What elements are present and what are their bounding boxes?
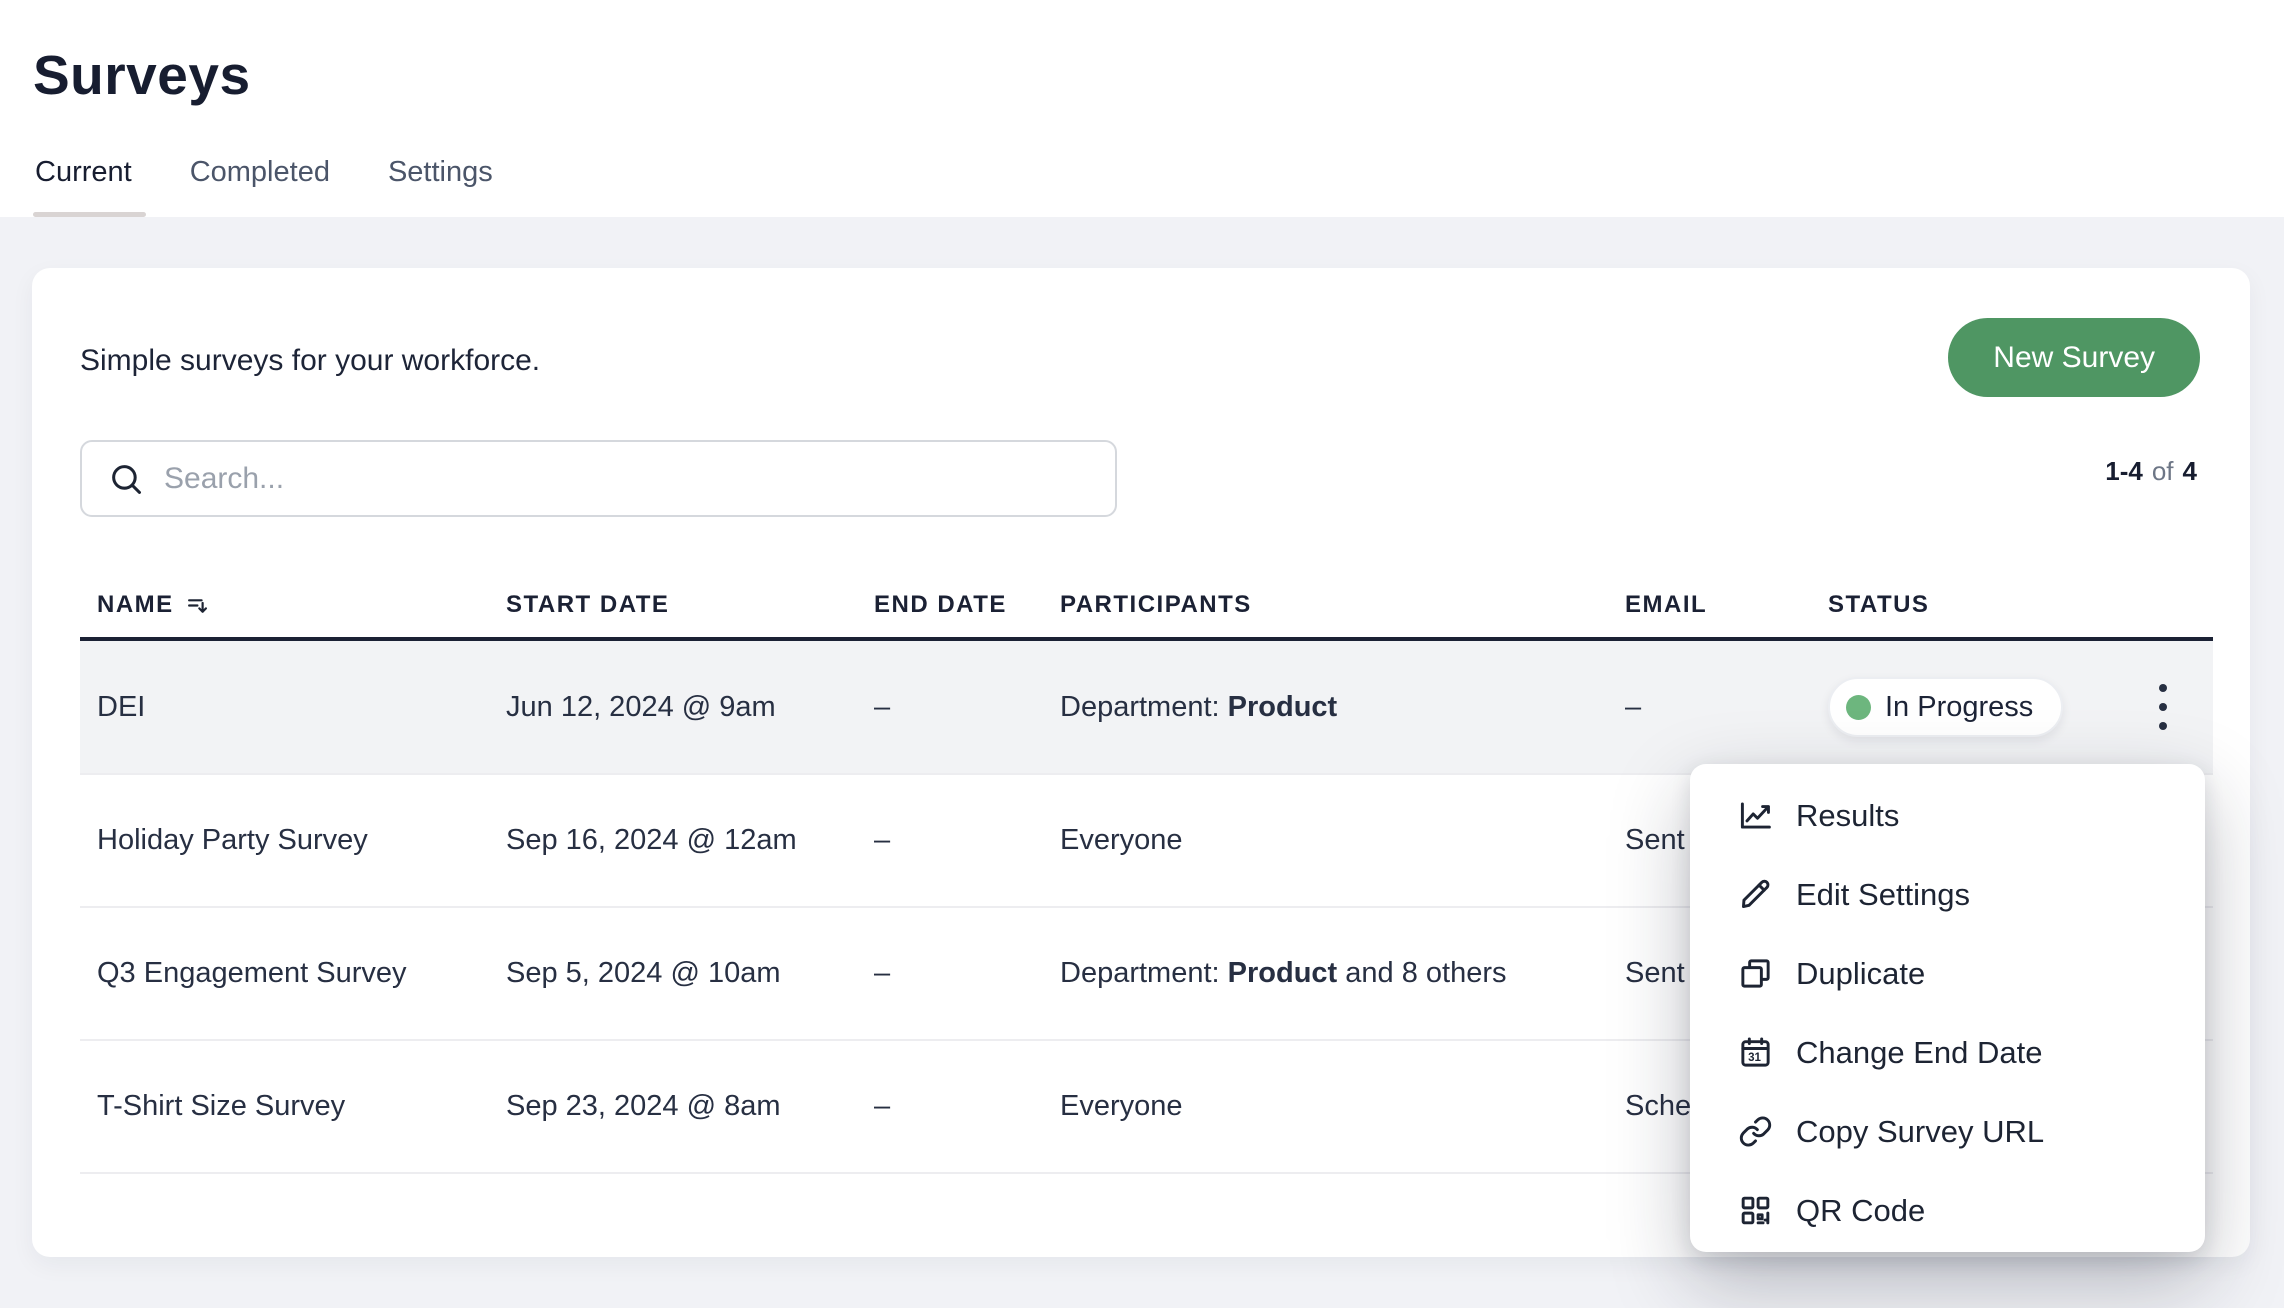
cell-participants: Department: Product — [1060, 690, 1338, 723]
search-icon — [112, 464, 141, 494]
cell-end-date: – — [874, 1090, 891, 1122]
table-header-row: NAME START DATE END DATE PARTICIPANTS EM… — [80, 573, 2213, 641]
header-participants: PARTICIPANTS — [1060, 591, 1252, 618]
cell-participants: Department: Product and 8 others — [1060, 957, 1507, 989]
cell-name: Q3 Engagement Survey — [97, 957, 407, 989]
new-survey-button[interactable]: New Survey — [1948, 318, 2200, 397]
link-icon — [1739, 1116, 1772, 1147]
menu-item-duplicate[interactable]: Duplicate — [1690, 934, 2205, 1013]
qr-code-icon — [1741, 1196, 1770, 1225]
table-row[interactable]: DEI Jun 12, 2024 @ 9am – Department: Pro… — [80, 641, 2213, 775]
surveys-table: NAME START DATE END DATE PARTICIPANTS EM… — [80, 573, 2213, 1174]
header-start-date: START DATE — [506, 591, 670, 618]
search-box[interactable] — [80, 440, 1117, 517]
cell-status: In Progress — [1828, 677, 2213, 737]
svg-text:31: 31 — [1748, 1052, 1761, 1064]
cell-end-date: – — [874, 824, 891, 856]
cell-email: – — [1625, 690, 1642, 723]
cell-start-date: Sep 5, 2024 @ 10am — [506, 957, 781, 989]
menu-item-results[interactable]: Results — [1690, 776, 2205, 855]
header-email: EMAIL — [1625, 591, 1708, 618]
card-subtitle: Simple surveys for your workforce. — [80, 344, 541, 377]
pagination-of: of — [2151, 456, 2174, 486]
cell-end-date: – — [874, 690, 891, 723]
header-name[interactable]: NAME — [80, 591, 506, 619]
cell-name: T-Shirt Size Survey — [97, 1090, 346, 1122]
status-dot-icon — [1846, 694, 1871, 720]
page-title: Surveys — [33, 43, 251, 106]
chart-line-up-icon — [1740, 802, 1771, 829]
tab-completed[interactable]: Completed — [189, 156, 330, 188]
menu-item-change-end-date[interactable]: 31 Change End Date — [1690, 1013, 2205, 1092]
cell-start-date: Sep 16, 2024 @ 12am — [506, 824, 797, 856]
header-end-date: END DATE — [874, 591, 1007, 618]
active-tab-underline — [33, 212, 146, 217]
calendar-icon: 31 — [1741, 1037, 1770, 1067]
status-badge: In Progress — [1828, 677, 2064, 737]
search-input[interactable] — [162, 460, 1115, 497]
row-actions-kebab-icon[interactable] — [2147, 680, 2179, 734]
sort-descending-icon[interactable] — [186, 592, 213, 619]
cell-participants: Everyone — [1060, 824, 1183, 856]
row-context-menu: Results Edit Settings Duplicate 31 Chang… — [1690, 764, 2205, 1252]
menu-item-edit-settings[interactable]: Edit Settings — [1690, 855, 2205, 934]
copy-icon — [1741, 959, 1770, 988]
surveys-card: Simple surveys for your workforce. New S… — [32, 268, 2250, 1257]
tab-current[interactable]: Current — [35, 156, 132, 188]
pagination-total: 4 — [2182, 456, 2197, 486]
cell-end-date: – — [874, 957, 891, 989]
pagination: 1-4 of 4 — [2105, 456, 2197, 487]
cell-email: Sent — [1625, 957, 1685, 989]
tab-settings[interactable]: Settings — [387, 156, 493, 188]
menu-item-copy-survey-url[interactable]: Copy Survey URL — [1690, 1092, 2205, 1171]
cell-participants: Everyone — [1060, 1090, 1183, 1122]
pencil-icon — [1742, 879, 1770, 908]
cell-email: Sent — [1625, 824, 1685, 856]
cell-start-date: Jun 12, 2024 @ 9am — [506, 690, 776, 723]
cell-name: Holiday Party Survey — [97, 824, 368, 856]
cell-start-date: Sep 23, 2024 @ 8am — [506, 1090, 781, 1122]
tab-bar: Current Completed Settings — [35, 156, 493, 189]
menu-item-qr-code[interactable]: QR Code — [1690, 1171, 2205, 1250]
header-status: STATUS — [1828, 591, 1930, 618]
pagination-range: 1-4 — [2105, 456, 2143, 486]
cell-name: DEI — [97, 690, 146, 723]
